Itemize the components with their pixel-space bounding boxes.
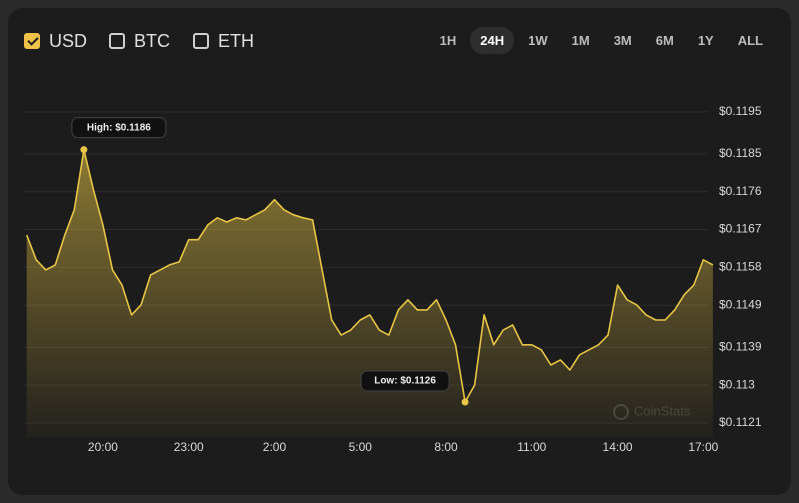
x-tick-label: 17:00 [688,440,718,454]
currency-toggle[interactable]: USD [24,30,87,52]
extreme-point [80,146,88,154]
x-tick-label: 11:00 [517,440,546,454]
checkbox[interactable] [24,33,40,49]
currency-toggle[interactable]: BTC [109,30,170,52]
x-tick-label: 20:00 [88,440,118,454]
currency-toggle[interactable]: ETH [193,30,254,52]
y-tick-label: $0.1195 [719,104,762,118]
checkbox[interactable] [193,33,209,49]
annotation-text: High: $0.1186 [87,122,151,133]
x-tick-label: 5:00 [349,440,373,454]
price-line [25,148,714,403]
currency-label[interactable]: ETH [218,30,254,51]
range-tab[interactable]: ALL [737,33,763,48]
annotation-box [71,117,167,139]
y-tick-label: $0.1121 [719,415,762,429]
card: $0.1195 $0.1185 $0.1176 $0.1167 $0.1158 $0.11… [8,8,791,495]
y-tick-label: $0.1185 [719,146,762,160]
currency-label[interactable]: USD [49,30,88,51]
range-tab[interactable]: 1H [439,33,457,48]
currency-label[interactable]: BTC [134,30,170,51]
x-tick-label: 14:00 [603,440,633,454]
range-tab[interactable]: 24H [470,27,515,54]
range-tab[interactable]: 6M [655,33,674,48]
y-tick-label: $0.1176 [719,184,762,198]
y-tick-label: $0.1167 [719,222,762,236]
range-tab[interactable]: 1M [571,33,590,48]
y-tick-label: $0.1139 [719,339,762,353]
chart: $0.1195 $0.1185 $0.1176 $0.1167 $0.1158 $0.11… [24,104,762,454]
checkbox[interactable] [109,33,125,49]
y-tick-label: $0.1149 [719,297,762,311]
range-tab[interactable]: 3M [613,33,632,48]
extreme-point [461,398,469,406]
y-tick-label: $0.1158 [719,260,762,274]
range-tabs: 1H 24H 1W 1M 3M 6M 1Y ALL [430,27,773,54]
x-tick-label: 23:00 [174,440,204,454]
area [26,149,713,438]
x-tick-label: 8:00 [434,440,458,454]
range-tab[interactable]: 1W [528,33,548,48]
annotation-box [360,370,450,392]
y-tick-label: $0.113 [719,377,755,391]
x-tick-label: 2:00 [263,440,287,454]
annotation-text: Low: $0.1126 [374,376,436,387]
range-tab[interactable]: 1Y [697,33,714,48]
